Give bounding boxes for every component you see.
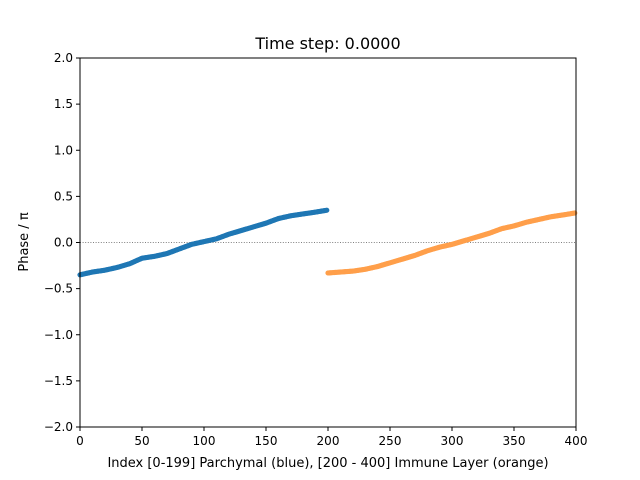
- series-2: [325, 210, 578, 276]
- x-tick-label: 0: [76, 434, 84, 448]
- x-tick-label: 100: [193, 434, 216, 448]
- x-axis-label: Index [0-199] Parchymal (blue), [200 - 4…: [107, 456, 548, 471]
- x-tick-label: 400: [565, 434, 588, 448]
- x-tick-label: 300: [441, 434, 464, 448]
- y-tick-label: 1.0: [54, 143, 73, 157]
- y-tick-label: 2.0: [54, 51, 73, 65]
- x-tick-label: 150: [255, 434, 278, 448]
- y-axis: −2.0 −1.5 −1.0 −0.5 0.0 0.5 1.0 1.5 2.0: [44, 51, 80, 434]
- y-tick-label: 0.0: [54, 236, 73, 250]
- y-tick-label: −1.0: [44, 328, 73, 342]
- y-tick-label: −1.5: [44, 374, 73, 388]
- y-tick-label: −2.0: [44, 420, 73, 434]
- chart-title: Time step: 0.0000: [254, 34, 400, 53]
- x-tick-label: 350: [503, 434, 526, 448]
- y-tick-label: 0.5: [54, 189, 73, 203]
- y-axis-label: Phase / π: [17, 212, 32, 271]
- x-axis: 0 50 100 150 200 250 300 350 400: [76, 427, 587, 448]
- data-point: [572, 210, 578, 216]
- x-tick-label: 250: [379, 434, 402, 448]
- x-tick-label: 200: [317, 434, 340, 448]
- data-point: [324, 207, 330, 213]
- x-tick-label: 50: [134, 434, 149, 448]
- plot-area: [77, 207, 578, 278]
- series-1: [77, 207, 330, 278]
- y-tick-label: −0.5: [44, 282, 73, 296]
- y-tick-label: 1.5: [54, 97, 73, 111]
